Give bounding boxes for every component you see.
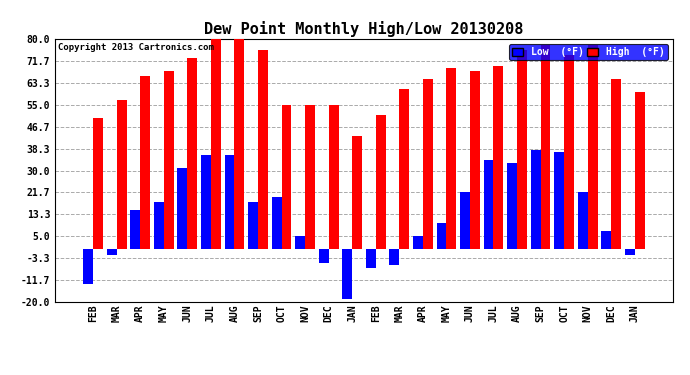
Bar (611, 79, 621, 249)
Bar (635, 92, 644, 249)
Bar (602, 231, 611, 249)
Bar (588, 45, 598, 249)
Bar (366, 249, 376, 268)
Bar (164, 71, 174, 249)
Bar (423, 79, 433, 249)
Bar (211, 39, 221, 249)
Bar (258, 50, 268, 249)
Bar (107, 249, 117, 255)
Bar (531, 150, 540, 249)
Bar (248, 202, 258, 249)
Bar (460, 192, 470, 249)
Bar (389, 249, 400, 265)
Text: Copyright 2013 Cartronics.com: Copyright 2013 Cartronics.com (58, 44, 214, 52)
Bar (154, 202, 164, 249)
Bar (507, 163, 517, 249)
Bar (235, 39, 244, 249)
Bar (517, 50, 527, 249)
Bar (540, 45, 551, 249)
Bar (328, 105, 339, 249)
Bar (625, 249, 635, 255)
Bar (177, 168, 188, 249)
Bar (470, 71, 480, 249)
Bar (93, 118, 103, 249)
Bar (188, 58, 197, 249)
Bar (564, 55, 574, 249)
Bar (413, 236, 423, 249)
Bar (493, 66, 504, 249)
Bar (352, 136, 362, 249)
Bar (282, 105, 291, 249)
Bar (437, 223, 446, 249)
Bar (83, 249, 93, 284)
Bar (305, 105, 315, 249)
Title: Dew Point Monthly High/Low 20130208: Dew Point Monthly High/Low 20130208 (204, 21, 524, 37)
Bar (376, 116, 386, 249)
Bar (319, 249, 328, 262)
Bar (342, 249, 352, 299)
Bar (484, 160, 493, 249)
Legend: Low  (°F), High  (°F): Low (°F), High (°F) (509, 44, 668, 60)
Bar (224, 155, 235, 249)
Bar (446, 68, 456, 249)
Bar (400, 89, 409, 249)
Bar (201, 155, 211, 249)
Bar (554, 152, 564, 249)
Bar (295, 236, 305, 249)
Bar (117, 100, 126, 249)
Bar (578, 192, 588, 249)
Bar (272, 197, 282, 249)
Bar (130, 210, 140, 249)
Bar (140, 76, 150, 249)
